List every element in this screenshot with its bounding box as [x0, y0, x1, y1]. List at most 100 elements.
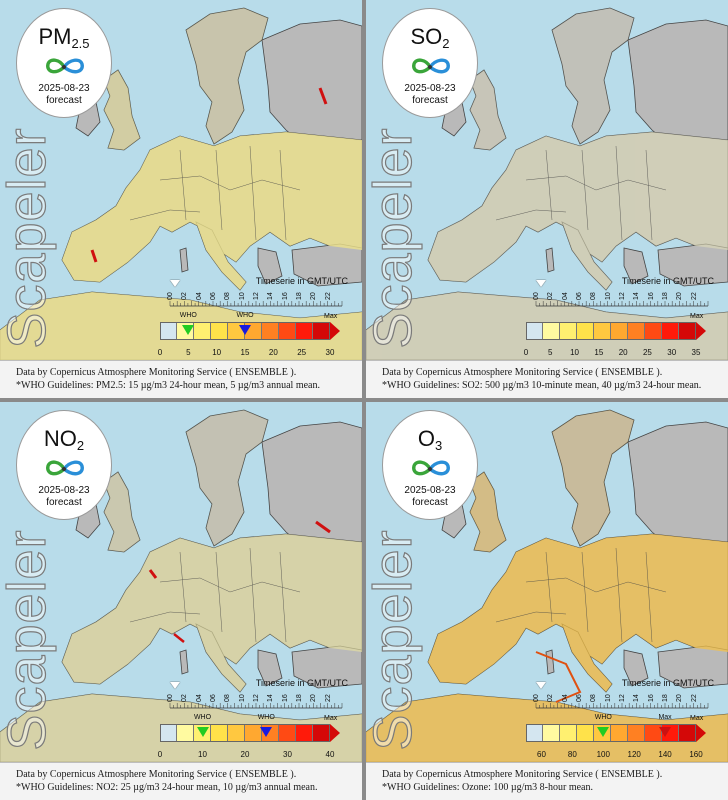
scale-max-tip — [330, 724, 340, 742]
hour-label: 22 — [324, 292, 332, 300]
hour-label: 10 — [604, 292, 612, 300]
forecast-label: forecast — [46, 95, 82, 106]
scale-frame — [160, 322, 330, 340]
pollutant-name: NO2 — [43, 426, 85, 453]
timeserie-label: Timeserie in GMT/UTC — [255, 678, 348, 688]
scale-tick-label: 140 — [658, 750, 672, 759]
who-label: WHO — [236, 312, 254, 319]
hour-timeline[interactable]: 00 02 04 06 08 10 12 14 16 18 20 22 — [166, 682, 346, 710]
hour-label: 20 — [676, 694, 684, 702]
hour-timeline[interactable]: 00 02 04 06 08 10 12 14 16 18 20 22 — [166, 280, 346, 308]
scale-tick-label: 25 — [297, 348, 307, 357]
scale-tick-label: 120 — [627, 750, 641, 759]
hour-timeline[interactable]: 00 02 04 06 08 10 12 14 16 18 20 22 — [532, 682, 712, 710]
forecast-label: forecast — [46, 497, 82, 508]
current-time-marker-icon[interactable] — [170, 280, 180, 287]
scale-max-tip — [330, 322, 340, 340]
pollutant-badge: SO2 2025-08-23 forecast — [382, 8, 478, 118]
color-scale: Max WHO Max 60 80 100 120 140 160 — [526, 714, 720, 764]
forecast-date: 2025-08-23 — [38, 83, 90, 94]
europe-map — [366, 0, 728, 360]
scale-tick-label: 10 — [570, 348, 580, 357]
scale-cell — [645, 322, 662, 340]
scale-cell — [628, 322, 645, 340]
hour-label: 20 — [310, 292, 318, 300]
hour-label: 02 — [547, 694, 555, 702]
scale-tick-label: 160 — [689, 750, 703, 759]
hour-label: 16 — [281, 292, 289, 300]
hour-label: 08 — [590, 694, 598, 702]
hour-label: 14 — [267, 292, 275, 300]
who-guideline-marker-icon — [260, 727, 273, 737]
hour-label: 00 — [167, 292, 174, 300]
hour-label: 12 — [619, 694, 626, 702]
max-label: Max — [690, 715, 704, 722]
scale-cell — [594, 322, 611, 340]
scale-cell — [160, 322, 177, 340]
hour-timeline[interactable]: 00 02 04 06 08 10 12 14 16 18 20 22 — [532, 280, 712, 308]
scale-tick-label: 15 — [594, 348, 604, 357]
current-time-marker-icon[interactable] — [536, 280, 546, 287]
hour-label: 10 — [604, 694, 612, 702]
hour-label: 08 — [590, 292, 598, 300]
scale-cell — [628, 724, 645, 742]
hour-label: 18 — [296, 694, 303, 702]
forecast-date: 2025-08-23 — [404, 485, 456, 496]
scale-cell — [662, 322, 679, 340]
scale-cell — [611, 322, 628, 340]
who-guideline-text: *WHO Guidelines: NO2: 25 µg/m3 24-hour m… — [16, 782, 318, 793]
current-time-marker-icon[interactable] — [170, 682, 180, 689]
hour-label: 04 — [195, 694, 203, 702]
scale-tick-label: 60 — [537, 750, 546, 759]
data-caption: Data by Copernicus Atmosphere Monitoring… — [0, 360, 362, 398]
scale-cell — [577, 322, 594, 340]
brand-watermark: Scapeler — [366, 529, 424, 751]
hour-label: 06 — [210, 292, 217, 300]
scale-tick-label: 0 — [523, 348, 529, 357]
badge-disc — [16, 8, 112, 118]
scale-max-tip — [696, 724, 706, 742]
hour-label: 18 — [662, 292, 669, 300]
scale-cell — [228, 724, 245, 742]
brand-watermark: Scapeler — [0, 529, 58, 751]
infinity-logo-icon — [406, 54, 454, 80]
scale-tick-label: 10 — [212, 348, 222, 357]
timeserie-label: Timeserie in GMT/UTC — [621, 678, 714, 688]
color-scale: Max WHO WHO 0 10 20 30 40 — [158, 714, 354, 764]
forecast-date: 2025-08-23 — [404, 83, 456, 94]
scale-cell — [279, 322, 296, 340]
hour-label: 16 — [647, 292, 655, 300]
forecast-panel: Scapeler O3 2025-08-23 forecast Timeserie… — [366, 402, 728, 800]
max-label: Max — [324, 715, 338, 722]
hour-label: 00 — [533, 292, 540, 300]
who-guideline-marker-icon — [196, 727, 209, 737]
hour-label: 02 — [181, 694, 189, 702]
scale-cell — [211, 322, 228, 340]
hour-label: 00 — [167, 694, 174, 702]
scale-frame — [160, 724, 330, 742]
hour-label: 12 — [253, 292, 260, 300]
hour-label: 20 — [310, 694, 318, 702]
hour-label: 02 — [181, 292, 189, 300]
forecast-panel: Scapeler PM2.5 2025-08-23 forecast Timese… — [0, 0, 362, 398]
scale-tick-label: 30 — [325, 348, 335, 357]
current-time-marker-icon[interactable] — [536, 682, 546, 689]
who-label: WHO — [193, 714, 212, 721]
timeserie-label: Timeserie in GMT/UTC — [255, 276, 348, 286]
pollutant-name: O3 — [417, 426, 443, 453]
forecast-panel: Scapeler NO2 2025-08-23 forecast Timeseri… — [0, 402, 362, 800]
who-max-label: Max — [658, 714, 672, 721]
scale-max-tip — [696, 322, 706, 340]
who-guideline-marker-icon — [182, 325, 195, 335]
hour-label: 10 — [238, 292, 246, 300]
who-label: WHO — [594, 714, 612, 721]
scale-cell — [279, 724, 296, 742]
scale-tick-label: 10 — [198, 750, 207, 759]
hour-label: 02 — [547, 292, 555, 300]
scale-cell — [526, 724, 543, 742]
scale-cell — [160, 724, 177, 742]
credit-text: Data by Copernicus Atmosphere Monitoring… — [382, 367, 663, 378]
brand-watermark: Scapeler — [0, 127, 58, 349]
hour-label: 08 — [224, 292, 232, 300]
